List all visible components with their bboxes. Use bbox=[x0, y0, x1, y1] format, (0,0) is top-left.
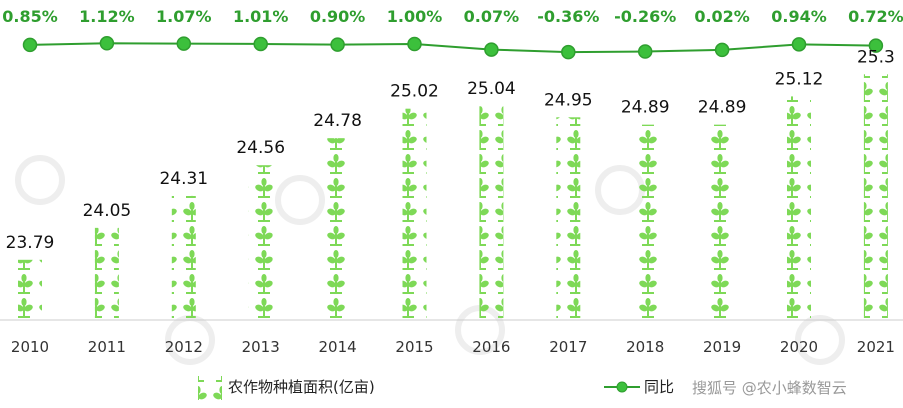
growth-value-label: 1.12% bbox=[79, 7, 135, 26]
growth-point bbox=[791, 37, 807, 52]
growth-value-label: -0.26% bbox=[614, 7, 676, 26]
x-tick-label: 2013 bbox=[242, 338, 280, 356]
growth-point bbox=[637, 44, 653, 59]
pictorial-bar bbox=[94, 227, 119, 320]
x-tick-label: 2015 bbox=[395, 338, 433, 356]
bar-value-label: 25.3 bbox=[857, 47, 895, 67]
pictorial-bar bbox=[402, 108, 427, 320]
watermark-logo bbox=[795, 315, 845, 365]
growth-point bbox=[868, 38, 884, 53]
legend: 农作物种植面积(亿亩) 同比 搜狐号 @农小蜂数智云 bbox=[198, 376, 847, 400]
bar-value-label: 24.95 bbox=[544, 90, 593, 110]
growth-point bbox=[176, 36, 192, 51]
growth-value-label: 0.85% bbox=[2, 7, 58, 26]
pictorial-bar bbox=[863, 74, 888, 321]
bar-value-label: 24.78 bbox=[313, 111, 362, 131]
pictorial-bar bbox=[710, 124, 735, 321]
growth-point bbox=[561, 44, 576, 60]
legend-line-label: 同比 bbox=[644, 378, 674, 396]
growth-point bbox=[99, 36, 115, 51]
growth-value-label: 1.00% bbox=[387, 7, 443, 26]
growth-value-label: 1.07% bbox=[156, 7, 212, 26]
x-tick-label: 2016 bbox=[472, 338, 510, 356]
x-tick-label: 2011 bbox=[88, 338, 126, 356]
bar-value-label: 24.89 bbox=[621, 98, 670, 118]
growth-point bbox=[484, 42, 499, 57]
pictorial-bar bbox=[248, 165, 273, 320]
growth-value-label: 1.01% bbox=[233, 7, 289, 26]
growth-value-label: 0.02% bbox=[694, 7, 750, 26]
pictorial-bar bbox=[325, 138, 350, 320]
x-tick-label: 2019 bbox=[703, 338, 741, 356]
growth-value-label: -0.36% bbox=[537, 7, 599, 26]
watermark-logo bbox=[15, 155, 65, 205]
bar-value-label: 24.89 bbox=[698, 98, 747, 118]
pictorial-bar bbox=[479, 106, 504, 320]
growth-value-label: 0.72% bbox=[848, 7, 903, 26]
bar-value-label: 24.05 bbox=[83, 201, 132, 221]
growth-point bbox=[22, 37, 38, 53]
growth-value-label: 0.90% bbox=[310, 7, 366, 26]
x-tick-label: 2021 bbox=[857, 338, 895, 356]
growth-value-label: 0.94% bbox=[771, 7, 827, 26]
growth-point bbox=[407, 36, 422, 52]
watermark-logo bbox=[275, 175, 325, 225]
bar-value-label: 25.12 bbox=[775, 69, 824, 89]
x-tick-label: 2010 bbox=[11, 338, 49, 356]
bar-value-label: 24.56 bbox=[236, 138, 285, 158]
legend-bar-label: 农作物种植面积(亿亩) bbox=[228, 378, 375, 396]
x-tick-label: 2020 bbox=[780, 338, 818, 356]
legend-bar-icon bbox=[198, 376, 222, 400]
x-tick-label: 2014 bbox=[319, 338, 357, 356]
x-tick-label: 2017 bbox=[549, 338, 587, 356]
pictorial-bar bbox=[171, 195, 196, 320]
x-tick-label: 2018 bbox=[626, 338, 664, 356]
growth-point bbox=[330, 37, 345, 52]
growth-point bbox=[253, 36, 268, 52]
bar-value-label: 24.31 bbox=[159, 169, 208, 189]
growth-value-label: 0.07% bbox=[464, 7, 520, 26]
bar-value-label: 25.02 bbox=[390, 82, 439, 102]
source-watermark: 搜狐号 @农小蜂数智云 bbox=[692, 379, 847, 397]
growth-point bbox=[714, 42, 730, 58]
pictorial-bar bbox=[556, 117, 581, 321]
growth-line bbox=[29, 42, 876, 54]
bar-value-label: 25.04 bbox=[467, 79, 516, 99]
pictorial-bar bbox=[787, 96, 811, 321]
bar-value-label: 23.79 bbox=[6, 233, 55, 253]
pictorial-bar bbox=[18, 259, 42, 320]
pictorial-bar bbox=[633, 124, 658, 321]
x-tick-label: 2012 bbox=[165, 338, 203, 356]
